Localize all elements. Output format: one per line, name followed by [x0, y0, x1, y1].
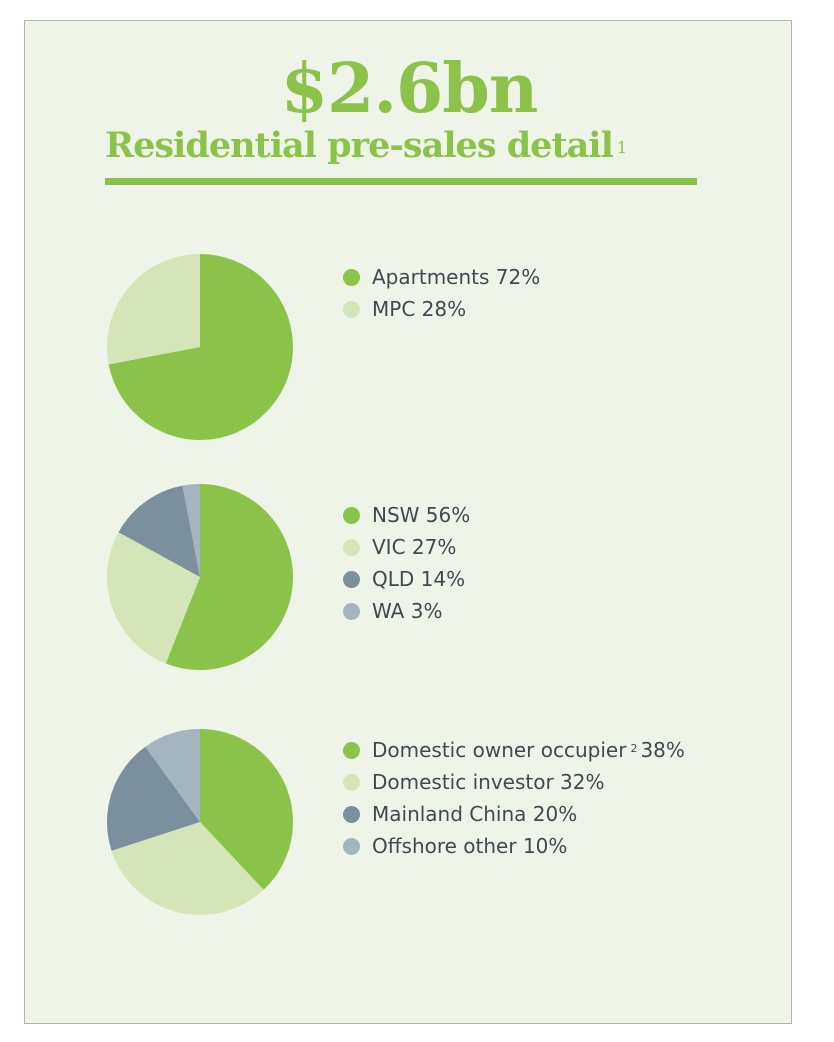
- legend-swatch: [343, 539, 360, 556]
- legend-item: QLD 14%: [343, 563, 470, 595]
- legend-swatch: [343, 507, 360, 524]
- legend-swatch: [343, 571, 360, 588]
- legend-label: QLD 14%: [372, 567, 465, 591]
- legend-swatch: [343, 806, 360, 823]
- legend-swatch: [343, 269, 360, 286]
- legend-swatch: [343, 774, 360, 791]
- legend-item: WA 3%: [343, 595, 470, 627]
- legend-label: Domestic investor 32%: [372, 770, 605, 794]
- legend-item: Offshore other 10%: [343, 830, 685, 862]
- legend-value: 38%: [640, 738, 684, 762]
- chart-group-title: Residential pre-sales detail 1: [105, 123, 705, 169]
- footnote-marker: 1: [617, 138, 626, 157]
- legend-footnote-marker: 2: [630, 742, 637, 755]
- infographic-panel: $2.6bn Residential pre-sales detail 1 Apa…: [24, 20, 792, 1024]
- legend-swatch: [343, 742, 360, 759]
- pie-svg-state: [105, 482, 295, 672]
- legend-label: VIC 27%: [372, 535, 456, 559]
- legend-label: NSW 56%: [372, 503, 470, 527]
- legend-swatch: [343, 301, 360, 318]
- legend-item: Apartments 72%: [343, 261, 540, 293]
- pie-chart-product: [105, 252, 295, 442]
- legend-label: MPC 28%: [372, 297, 466, 321]
- pie-chart-state: [105, 482, 295, 672]
- legend-product: Apartments 72% MPC 28%: [343, 261, 540, 325]
- legend-label: Domestic owner occupier: [372, 738, 626, 762]
- legend-label: Apartments 72%: [372, 265, 540, 289]
- pie-svg-buyer: [105, 727, 295, 917]
- legend-item: VIC 27%: [343, 531, 470, 563]
- headline-amount: $2.6bn: [25, 49, 793, 129]
- legend-item: MPC 28%: [343, 293, 540, 325]
- legend-item: NSW 56%: [343, 499, 470, 531]
- legend-label: WA 3%: [372, 599, 442, 623]
- pie-slice-mpc: [107, 254, 200, 364]
- legend-state: NSW 56% VIC 27% QLD 14% WA 3%: [343, 499, 470, 627]
- pie-svg-product: [105, 252, 295, 442]
- legend-item: Mainland China 20%: [343, 798, 685, 830]
- legend-swatch: [343, 603, 360, 620]
- title-underline: [105, 178, 697, 185]
- legend-label: Offshore other 10%: [372, 834, 567, 858]
- legend-item: Domestic owner occupier 2 38%: [343, 734, 685, 766]
- pie-chart-buyer: [105, 727, 295, 917]
- legend-buyer: Domestic owner occupier 2 38% Domestic inv…: [343, 734, 685, 862]
- legend-label: Mainland China 20%: [372, 802, 577, 826]
- legend-item: Domestic investor 32%: [343, 766, 685, 798]
- legend-swatch: [343, 838, 360, 855]
- title-text: Residential pre-sales detail: [105, 125, 613, 166]
